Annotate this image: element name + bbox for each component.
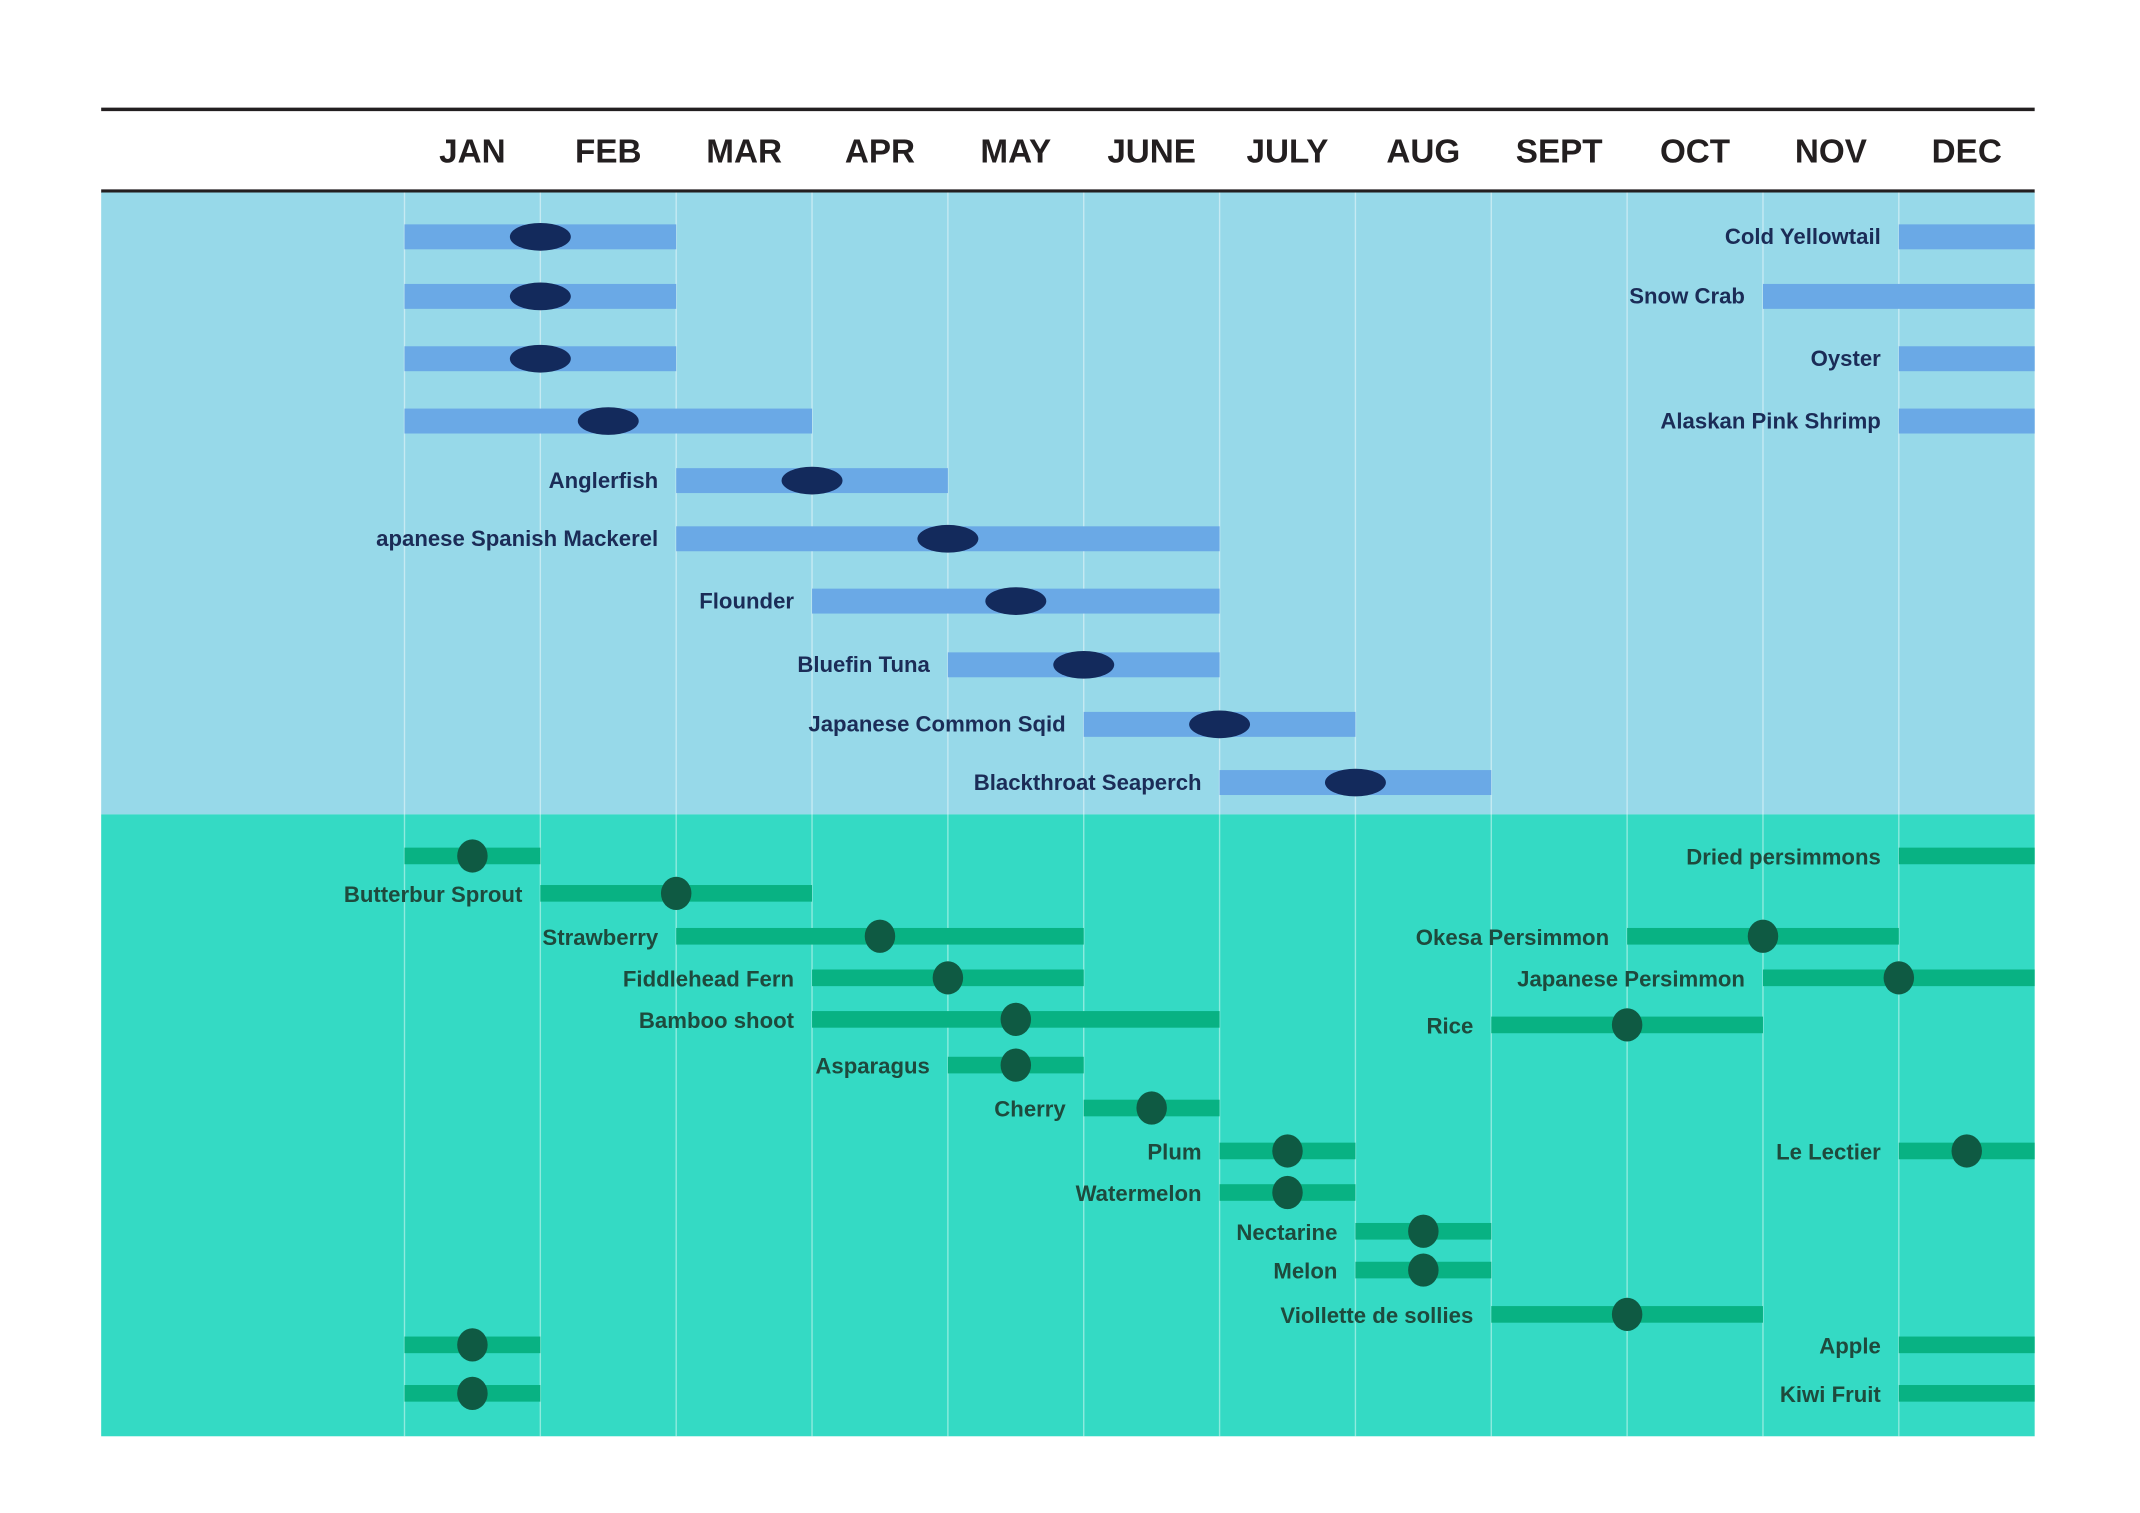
item-icon [509,222,571,251]
item-label: Le Lectier [1776,1140,1881,1165]
item-icon [1408,1214,1439,1248]
item-label: Snow Crab [1629,284,1745,309]
item-icon [1272,1175,1303,1210]
item-label: Japanese Persimmon [1517,966,1745,991]
item-label: Bluefin Tuna [797,652,930,677]
item-label: Flounder [699,588,794,613]
item-label: Apple [1819,1333,1881,1358]
item-label: Melon [1273,1259,1337,1284]
item-label: Kiwi Fruit [1780,1382,1882,1407]
item-label: Cherry [994,1097,1066,1122]
season-bar [1898,346,2035,372]
item-icon [577,407,639,435]
item-icon [1883,961,1915,995]
item-icon [457,1328,488,1362]
item-icon [1000,1048,1032,1082]
item-label: Okesa Persimmon [1416,925,1609,950]
item-label: Rice [1426,1014,1473,1039]
item-label: Asparagus [815,1054,930,1079]
item-icon [781,466,843,495]
month-label: JUNE [1107,134,1196,171]
item-label: Strawberry [542,925,658,950]
item-label: Anglerfish [549,468,659,493]
month-label: JAN [439,134,505,171]
item-icon [1408,1253,1439,1287]
month-label: FEB [575,134,641,171]
item-icon [509,282,571,311]
item-icon [864,919,896,953]
item-label: Oyster [1811,346,1882,371]
month-label: AUG [1386,134,1460,171]
month-label: NOV [1795,134,1867,171]
month-label: DEC [1932,134,2002,171]
item-label: apanese Spanish Mackerel [376,526,658,551]
month-label: OCT [1660,134,1730,171]
item-icon [1611,1008,1643,1042]
item-label: Alaskan Pink Shrimp [1660,408,1880,433]
item-icon [1747,919,1779,953]
item-label: Cold Yellowtail [1725,224,1881,249]
item-icon [917,524,979,553]
item-icon [1189,710,1251,739]
item-label: Japanese Common Sqid [808,712,1065,737]
item-label: Viollette de sollies [1280,1303,1473,1328]
month-label: SEPT [1516,134,1603,171]
item-icon [1611,1297,1643,1332]
item-icon [1053,650,1115,679]
month-label: MAY [980,134,1051,171]
panel-background [101,814,2035,1437]
item-label: Bamboo shoot [639,1008,795,1033]
item-icon [457,839,488,873]
item-label: Butterbur Sprout [344,882,523,907]
season-bar [1898,408,2035,434]
month-label: APR [845,134,915,171]
season-bar [1898,1385,2035,1402]
season-bar [1898,224,2035,250]
month-label: MAR [706,134,782,171]
season-bar [1762,283,2035,309]
item-label: Fiddlehead Fern [623,966,794,991]
item-icon [985,587,1047,615]
item-label: Nectarine [1236,1220,1337,1245]
item-icon [509,344,571,373]
item-icon [660,876,692,910]
item-icon [1272,1134,1303,1168]
item-icon [1136,1091,1167,1125]
item-icon [1324,768,1386,797]
item-label: Blackthroat Seaperch [974,770,1202,795]
item-icon [457,1376,488,1410]
season-bar [1898,1336,2035,1354]
item-icon [1951,1134,1982,1168]
item-label: Plum [1147,1140,1201,1165]
item-label: Dried persimmons [1686,845,1881,870]
item-label: Watermelon [1076,1181,1202,1206]
season-bar [1898,847,2035,865]
item-icon [932,961,964,995]
month-label: JULY [1247,134,1329,171]
item-icon [1000,1002,1032,1036]
